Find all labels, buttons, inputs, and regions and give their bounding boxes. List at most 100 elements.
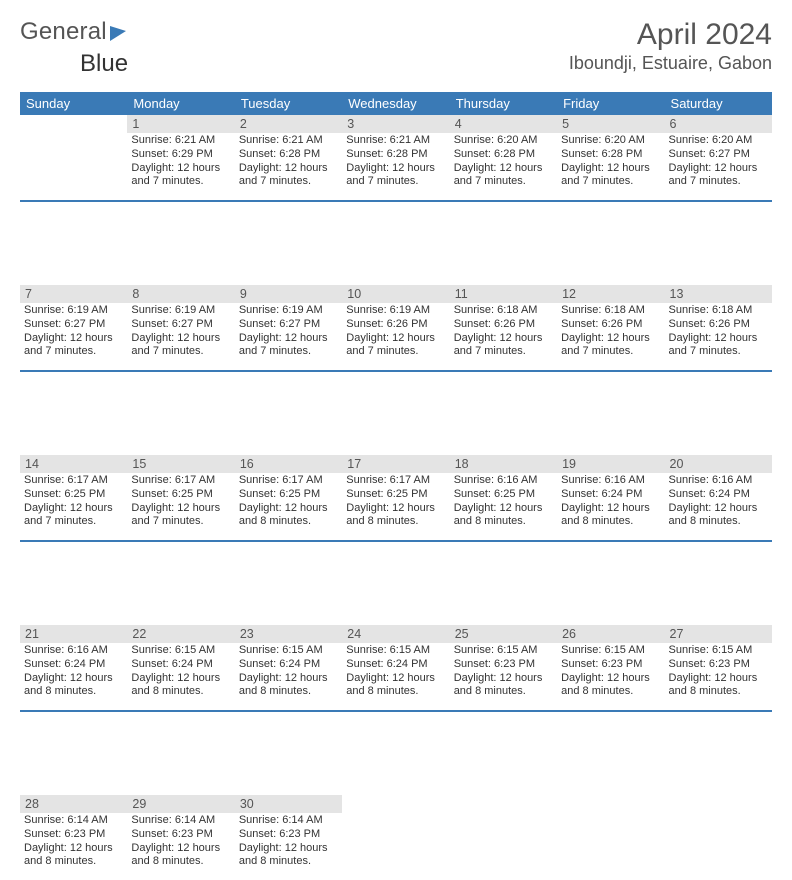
calendar-page: General April 2024 Iboundji, Estuaire, G… [0, 0, 792, 880]
day-number [342, 795, 449, 813]
sunrise-text: Sunrise: 6:16 AM [669, 474, 768, 488]
day-body: Sunrise: 6:16 AMSunset: 6:24 PMDaylight:… [665, 473, 772, 531]
sunrise-text: Sunrise: 6:15 AM [561, 644, 660, 658]
sunrise-text: Sunrise: 6:16 AM [454, 474, 553, 488]
sunset-text: Sunset: 6:27 PM [24, 318, 123, 332]
separator-line [20, 370, 772, 372]
sunrise-text: Sunrise: 6:20 AM [561, 134, 660, 148]
day-cell: 23Sunrise: 6:15 AMSunset: 6:24 PMDayligh… [235, 625, 342, 710]
day-body: Sunrise: 6:20 AMSunset: 6:28 PMDaylight:… [557, 133, 664, 191]
sunset-text: Sunset: 6:24 PM [131, 658, 230, 672]
sunrise-text: Sunrise: 6:15 AM [669, 644, 768, 658]
separator-cell [20, 200, 772, 285]
daylight-text: Daylight: 12 hours and 7 minutes. [669, 162, 768, 190]
day-number: 8 [127, 285, 234, 303]
daylight-text: Daylight: 12 hours and 7 minutes. [454, 162, 553, 190]
day-number: 11 [450, 285, 557, 303]
day-cell: 2Sunrise: 6:21 AMSunset: 6:28 PMDaylight… [235, 115, 342, 200]
sunrise-text: Sunrise: 6:19 AM [131, 304, 230, 318]
sunset-text: Sunset: 6:23 PM [454, 658, 553, 672]
day-number: 28 [20, 795, 127, 813]
daylight-text: Daylight: 12 hours and 7 minutes. [239, 162, 338, 190]
day-cell [20, 115, 127, 200]
day-body: Sunrise: 6:15 AMSunset: 6:24 PMDaylight:… [235, 643, 342, 701]
day-number: 15 [127, 455, 234, 473]
day-number: 18 [450, 455, 557, 473]
day-number: 23 [235, 625, 342, 643]
day-cell: 17Sunrise: 6:17 AMSunset: 6:25 PMDayligh… [342, 455, 449, 540]
brand-word1: General [20, 18, 107, 46]
day-cell [665, 795, 772, 880]
sunset-text: Sunset: 6:26 PM [346, 318, 445, 332]
daylight-text: Daylight: 12 hours and 7 minutes. [454, 332, 553, 360]
day-number: 30 [235, 795, 342, 813]
day-number [20, 115, 127, 133]
day-cell: 24Sunrise: 6:15 AMSunset: 6:24 PMDayligh… [342, 625, 449, 710]
daylight-text: Daylight: 12 hours and 8 minutes. [239, 502, 338, 530]
day-number: 4 [450, 115, 557, 133]
daylight-text: Daylight: 12 hours and 8 minutes. [24, 672, 123, 700]
sunrise-text: Sunrise: 6:21 AM [346, 134, 445, 148]
sunset-text: Sunset: 6:28 PM [346, 148, 445, 162]
sunset-text: Sunset: 6:25 PM [239, 488, 338, 502]
week-row: 28 Sunrise: 6:14 AMSunset: 6:23 PM Dayligh… [20, 795, 772, 880]
sunset-text: Sunset: 6:24 PM [24, 658, 123, 672]
day-number: 20 [665, 455, 772, 473]
sunrise-text: Sunrise: 6:18 AM [561, 304, 660, 318]
day-body: Sunrise: 6:16 AMSunset: 6:24 PMDaylight:… [20, 643, 127, 701]
daylight-text: Daylight: 12 hours and 7 minutes. [131, 162, 230, 190]
sunrise-text: Sunrise: 6:19 AM [346, 304, 445, 318]
sunrise-text: Sunrise: 6:19 AM [239, 304, 338, 318]
sunset-text: Sunset: 6:24 PM [669, 488, 768, 502]
day-cell: 21Sunrise: 6:16 AMSunset: 6:24 PMDayligh… [20, 625, 127, 710]
week-separator [20, 710, 772, 795]
day-number: 10 [342, 285, 449, 303]
daylight-text: Daylight: 12 hours and 8 minutes. [239, 672, 338, 700]
day-body: Sunrise: 6:19 AMSunset: 6:26 PMDaylight:… [342, 303, 449, 361]
day-body: Sunrise: 6:21 AMSunset: 6:28 PMDaylight:… [235, 133, 342, 191]
day-body: Sunrise: 6:16 AMSunset: 6:24 PMDaylight:… [557, 473, 664, 531]
sunset-text: Sunset: 6:23 PM [131, 828, 230, 842]
month-title: April 2024 [569, 18, 772, 51]
dow-wednesday: Wednesday [342, 92, 449, 115]
day-number [665, 795, 772, 813]
sunset-text: Sunset: 6:26 PM [669, 318, 768, 332]
sunrise-text: Sunrise: 6:16 AM [24, 644, 123, 658]
day-cell: 26Sunrise: 6:15 AMSunset: 6:23 PMDayligh… [557, 625, 664, 710]
day-number: 24 [342, 625, 449, 643]
sunrise-text: Sunrise: 6:16 AM [561, 474, 660, 488]
dow-row: Sunday Monday Tuesday Wednesday Thursday… [20, 92, 772, 115]
day-body: Sunrise: 6:17 AMSunset: 6:25 PMDaylight:… [342, 473, 449, 531]
daylight-text: Daylight: 12 hours and 7 minutes. [561, 162, 660, 190]
day-cell: 15Sunrise: 6:17 AMSunset: 6:25 PMDayligh… [127, 455, 234, 540]
sunset-text: Sunset: 6:23 PM [561, 658, 660, 672]
daylight-text: Daylight: 12 hours and 7 minutes. [669, 332, 768, 360]
day-number: 27 [665, 625, 772, 643]
week-separator [20, 200, 772, 285]
separator-cell [20, 540, 772, 625]
day-number: 9 [235, 285, 342, 303]
sunset-text: Sunset: 6:25 PM [24, 488, 123, 502]
day-cell: 9Sunrise: 6:19 AMSunset: 6:27 PMDaylight… [235, 285, 342, 370]
separator-cell [20, 370, 772, 455]
daylight-text: Daylight: 12 hours and 7 minutes. [131, 332, 230, 360]
day-body: Sunrise: 6:21 AMSunset: 6:29 PMDaylight:… [127, 133, 234, 191]
day-cell [450, 795, 557, 880]
week-row: 7Sunrise: 6:19 AMSunset: 6:27 PMDaylight… [20, 285, 772, 370]
daylight-text: Daylight: 12 hours and 7 minutes. [24, 332, 123, 360]
day-cell [342, 795, 449, 880]
sunrise-text: Sunrise: 6:17 AM [346, 474, 445, 488]
day-cell: 12Sunrise: 6:18 AMSunset: 6:26 PMDayligh… [557, 285, 664, 370]
day-cell: 18Sunrise: 6:16 AMSunset: 6:25 PMDayligh… [450, 455, 557, 540]
separator-line [20, 710, 772, 712]
day-number: 13 [665, 285, 772, 303]
day-number: 19 [557, 455, 664, 473]
sunrise-text: Sunrise: 6:15 AM [239, 644, 338, 658]
sunrise-text: Sunrise: 6:17 AM [24, 474, 123, 488]
sunrise-text: Sunrise: 6:20 AM [669, 134, 768, 148]
day-number: 7 [20, 285, 127, 303]
sunrise-text: Sunrise: 6:14 AM [131, 814, 230, 828]
day-body: Sunrise: 6:17 AMSunset: 6:25 PMDaylight:… [235, 473, 342, 531]
daylight-text: Daylight: 12 hours and 7 minutes. [24, 502, 123, 530]
daylight-text: Daylight: 12 hours and 8 minutes. [24, 842, 123, 870]
